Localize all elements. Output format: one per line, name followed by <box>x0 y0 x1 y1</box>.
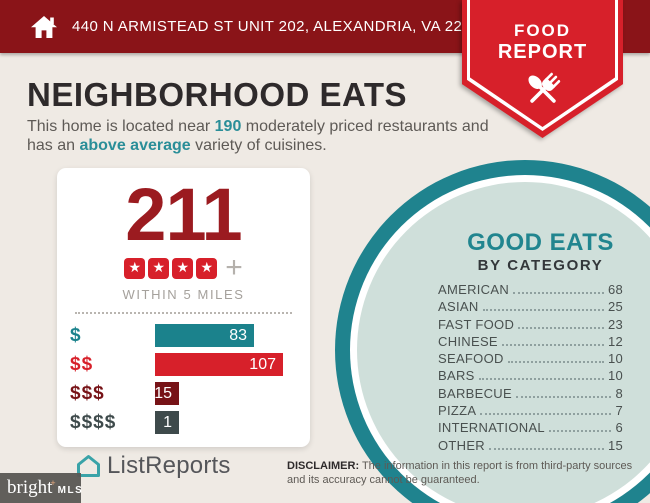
price-tier-label: $ <box>70 324 82 346</box>
badge-content: FOOD REPORT <box>462 0 623 138</box>
price-tier-value: 15 <box>154 384 172 402</box>
category-label: ASIAN <box>438 299 479 315</box>
price-tier-label: $$$ <box>70 382 105 404</box>
category-value: 23 <box>607 316 623 332</box>
category-value: 12 <box>607 333 623 349</box>
dotted-leader <box>480 413 612 416</box>
listreports-wordmark: ListReports <box>107 452 231 479</box>
category-label: INTERNATIONAL <box>438 420 545 436</box>
subtitle: This home is located near 190 moderately… <box>27 117 489 155</box>
category-value: 7 <box>615 403 623 419</box>
property-address: 440 N ARMISTEAD ST UNIT 202, ALEXANDRIA,… <box>72 18 489 35</box>
star-icon: ★ <box>148 257 170 279</box>
category-label: BARBECUE <box>438 385 512 401</box>
category-row: INTERNATIONAL 6 <box>438 420 623 437</box>
star-icon: ★ <box>124 257 146 279</box>
category-value: 15 <box>607 437 623 453</box>
category-row: OTHER 15 <box>438 438 623 455</box>
dotted-leader <box>501 343 604 346</box>
category-value: 68 <box>607 282 623 297</box>
subtitle-text: moderately priced restaurants and <box>241 118 489 135</box>
price-tier-value: 83 <box>229 326 247 344</box>
badge-title-line2: REPORT <box>497 41 588 63</box>
category-row: BARBECUE 8 <box>438 386 623 403</box>
page-title: NEIGHBORHOOD EATS <box>27 76 408 113</box>
category-row: FAST FOOD 23 <box>438 317 623 334</box>
category-row: ASIAN 25 <box>438 299 623 316</box>
disclaimer-label: DISCLAIMER: <box>287 460 360 472</box>
brightmls-plus-icon: + <box>50 478 56 488</box>
brightmls-mls-label: MLS <box>57 485 84 496</box>
variety-rating: above average <box>79 137 191 154</box>
total-restaurant-count: 211 <box>125 173 242 256</box>
price-tier-value: 1 <box>163 413 172 431</box>
category-label: PIZZA <box>438 403 477 419</box>
dotted-leader <box>482 309 604 312</box>
category-value: 10 <box>607 368 623 384</box>
brightmls-wordmark: bright <box>7 477 53 498</box>
star-icon: ★ <box>172 257 194 279</box>
category-value: 6 <box>615 420 623 436</box>
category-label: OTHER <box>438 437 485 453</box>
price-bar-row: $$$$ 1 <box>70 411 310 434</box>
dotted-leader <box>518 326 604 329</box>
category-row: CHINESE 12 <box>438 334 623 351</box>
category-label: AMERICAN <box>438 282 510 297</box>
category-label: SEAFOOD <box>438 351 504 367</box>
dotted-leader <box>513 292 604 294</box>
price-bar-row: $$$ 15 <box>70 382 310 405</box>
price-tier-bar: 83 <box>155 324 254 347</box>
brightmls-watermark: bright + MLS <box>0 473 84 503</box>
dotted-leader <box>548 430 612 433</box>
price-tier-bar: 15 <box>154 382 179 405</box>
category-value: 25 <box>607 299 623 315</box>
category-value: 10 <box>607 351 623 367</box>
disclaimer-text: The information in this report is from t… <box>287 460 633 486</box>
radius-label: WITHIN 5 MILES <box>122 287 245 302</box>
price-bar-chart: $83 $$ 107 $$$ 15 $$$$ 1 <box>57 324 310 434</box>
price-tier-bar: 1 <box>155 411 179 434</box>
category-row: SEAFOOD 10 <box>438 351 623 368</box>
price-tier-label: $$ <box>70 353 94 375</box>
price-tier-label: $$$$ <box>70 411 117 433</box>
price-tier-value: 107 <box>249 355 276 373</box>
good-eats-subtitle: BY CATEGORY <box>477 257 604 274</box>
price-bar-row: $$ 107 <box>70 353 310 376</box>
category-row: AMERICAN 68 <box>438 282 623 299</box>
subtitle-text: variety of cuisines. <box>190 137 327 154</box>
listreports-logo: ListReports <box>75 452 231 480</box>
good-eats-title: GOOD EATS <box>467 229 614 256</box>
dotted-divider <box>75 312 292 314</box>
category-row: PIZZA 7 <box>438 403 623 420</box>
food-report-badge: FOOD REPORT <box>462 0 623 138</box>
category-label: FAST FOOD <box>438 316 515 332</box>
price-bar-row: $83 <box>70 324 310 347</box>
disclaimer: DISCLAIMER: The information in this repo… <box>287 459 639 487</box>
price-tier-bar: 107 <box>155 353 283 376</box>
badge-title-line1: FOOD <box>513 21 572 40</box>
dotted-leader <box>478 378 604 381</box>
restaurant-summary-card: 211 ★ ★ ★ ★ + WITHIN 5 MILES $83 $$ 107 $$$ 15 $$… <box>57 168 310 447</box>
category-list: AMERICAN 68 ASIAN 25 FAST FOOD 23 CHINESE 12 SEA… <box>438 282 623 455</box>
category-label: BARS <box>438 368 475 384</box>
star-icon: ★ <box>196 257 218 279</box>
plus-sign: + <box>225 251 243 284</box>
dotted-leader <box>507 361 604 364</box>
dotted-leader <box>515 395 612 398</box>
rating-stars: ★ ★ ★ ★ + <box>57 251 310 284</box>
subtitle-text: has an <box>27 137 80 154</box>
crossed-utensils-icon <box>527 72 560 103</box>
category-label: CHINESE <box>438 333 498 349</box>
dotted-leader <box>489 447 604 450</box>
category-value: 8 <box>615 385 623 401</box>
restaurant-count: 190 <box>214 118 242 135</box>
subtitle-text: This home is located near <box>27 118 215 135</box>
category-row: BARS 10 <box>438 368 623 385</box>
house-icon <box>31 15 57 38</box>
